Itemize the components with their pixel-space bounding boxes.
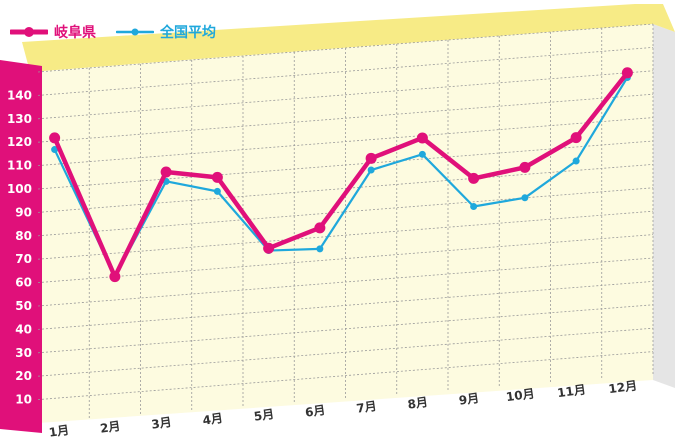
data-point-gifu	[519, 161, 531, 173]
data-point-national-average	[51, 146, 59, 154]
x-tick-label: 6月	[304, 403, 326, 420]
data-point-gifu	[468, 172, 480, 184]
data-point-gifu	[416, 132, 428, 144]
grid-line-h	[37, 351, 654, 400]
y-tick-label: 80	[15, 229, 32, 243]
data-point-gifu	[570, 132, 582, 144]
legend-marker-national-average	[116, 28, 154, 36]
x-tick-label: 3月	[151, 415, 173, 432]
x-tick-label: 10月	[505, 386, 535, 404]
series-line-national-average	[53, 76, 629, 278]
legend-item-national-average: 全国平均	[116, 22, 216, 42]
x-tick-label: 5月	[253, 407, 275, 424]
plot-area	[38, 24, 653, 423]
grid-line-h	[37, 234, 654, 283]
plot-side-band	[653, 24, 675, 388]
data-point-gifu	[49, 132, 61, 144]
y-axis-band	[0, 60, 42, 433]
y-tick-label: 110	[7, 159, 32, 173]
data-point-national-average	[572, 157, 580, 165]
legend-label-gifu: 岐阜県	[54, 25, 96, 41]
grid-line-h	[37, 47, 654, 96]
y-tick-label: 30	[15, 346, 32, 360]
x-tick-label: 1月	[48, 423, 70, 440]
series-line-gifu	[52, 70, 630, 279]
y-tick-label: 90	[15, 205, 32, 219]
grid-line-h	[37, 70, 654, 120]
data-point-gifu	[109, 271, 121, 283]
x-tick-label: 11月	[556, 382, 586, 400]
legend-label-national-average: 全国平均	[160, 25, 216, 41]
y-tick-label: 130	[7, 112, 32, 126]
x-tick-label: 9月	[458, 391, 480, 408]
data-point-gifu	[263, 242, 275, 254]
data-point-national-average	[418, 150, 426, 158]
legend-item-gifu: 岐阜県	[10, 22, 96, 42]
plot-top-band	[22, 4, 675, 72]
y-tick-label: 20	[15, 369, 32, 383]
grid-line-h	[37, 93, 654, 143]
grid-line-h	[37, 210, 654, 260]
y-tick-label: 100	[7, 182, 32, 196]
data-point-gifu	[365, 152, 377, 164]
x-tick-label: 4月	[202, 411, 224, 428]
y-tick-label: 50	[15, 299, 32, 313]
x-tick-label: 12月	[608, 378, 638, 396]
data-point-gifu	[160, 166, 172, 178]
y-tick-label: 70	[15, 252, 32, 266]
legend-marker-gifu	[10, 27, 48, 37]
y-tick-label: 140	[7, 88, 32, 102]
data-point-gifu	[314, 222, 326, 234]
y-tick-label: 60	[15, 276, 32, 290]
data-point-national-average	[521, 194, 529, 202]
data-point-gifu	[621, 67, 633, 79]
x-tick-label: 8月	[407, 395, 429, 412]
y-tick-label: 120	[7, 135, 32, 149]
data-point-national-average	[213, 187, 221, 195]
data-point-gifu	[211, 171, 223, 183]
grid-line-h	[37, 187, 654, 237]
data-point-national-average	[367, 166, 375, 174]
x-tick-label: 7月	[356, 399, 378, 416]
data-point-national-average	[316, 245, 324, 253]
y-tick-label: 10	[15, 393, 32, 407]
x-tick-label: 2月	[99, 419, 121, 436]
data-point-national-average	[470, 202, 478, 210]
y-tick-label: 40	[15, 322, 32, 336]
